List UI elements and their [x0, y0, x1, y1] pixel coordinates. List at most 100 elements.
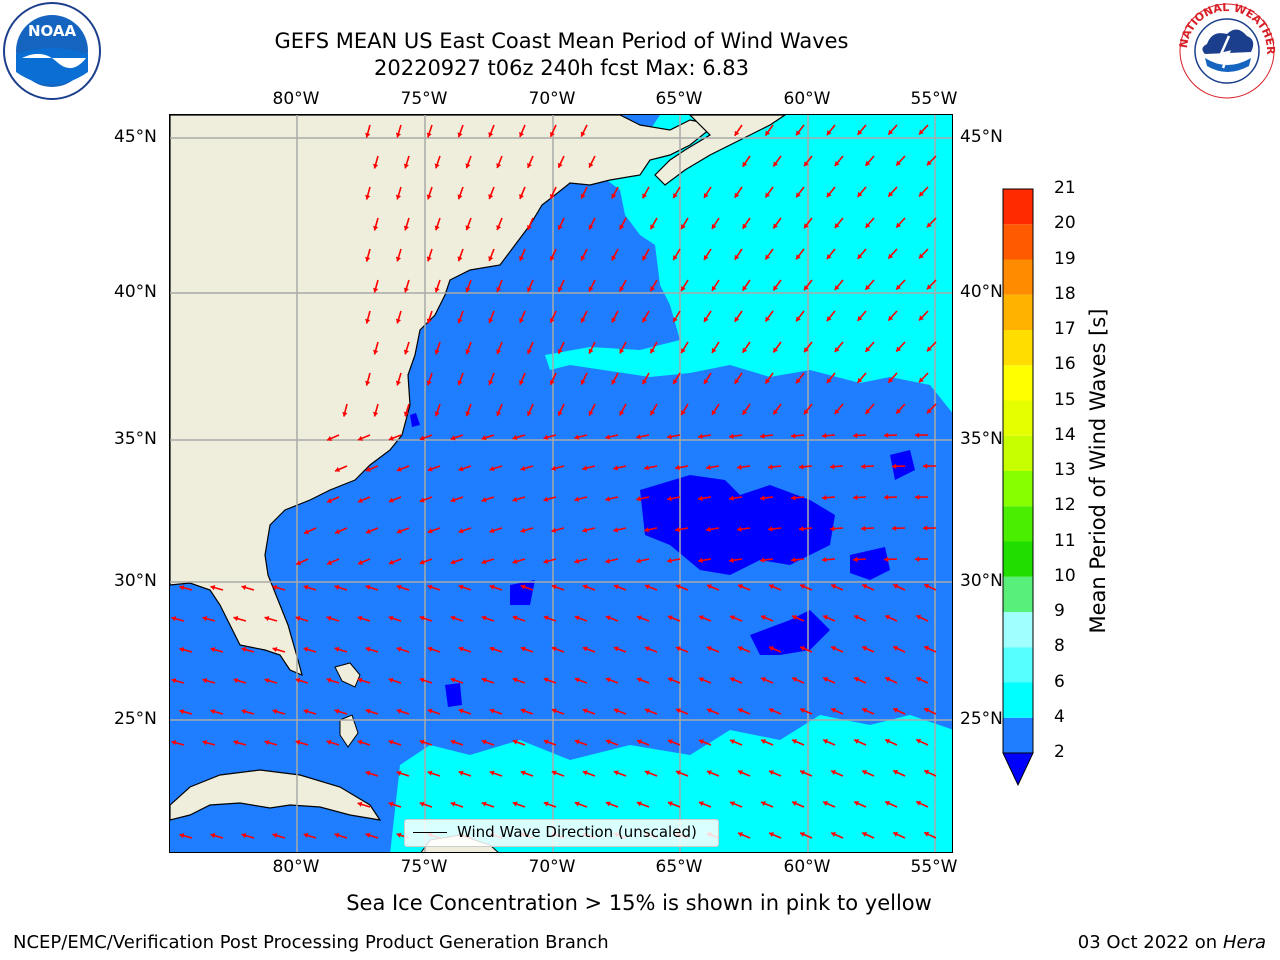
colorbar-tick-label: 8 [1054, 636, 1065, 657]
wind-wave-arrowhead [582, 646, 588, 652]
wind-wave-arrowhead [303, 708, 309, 715]
wind-wave-arrowhead [488, 132, 494, 138]
wind-wave-arrowhead [673, 193, 678, 199]
wind-wave-arrowhead [926, 408, 932, 414]
wind-wave-arrowhead [650, 224, 655, 230]
wind-wave-arrowhead [365, 770, 371, 776]
wind-wave-arrowhead [765, 192, 771, 198]
wind-wave-arrowhead [272, 646, 278, 653]
wind-wave-arrowhead [644, 527, 649, 533]
wind-wave-arrowhead [272, 584, 278, 591]
wind-wave-arrowhead [403, 163, 409, 169]
wind-wave-arrowhead [916, 800, 922, 806]
wind-wave-arrowhead [642, 255, 648, 261]
wind-wave-arrowhead [773, 409, 778, 415]
wind-wave-arrowhead [327, 560, 333, 565]
wind-wave-arrowhead [574, 615, 580, 621]
wind-wave-arrowhead [761, 615, 766, 621]
wind-wave-arrowhead [896, 346, 902, 352]
wind-wave-arrowhead [574, 558, 580, 564]
wind-wave-arrowhead [395, 256, 402, 262]
wind-wave-arrowhead [264, 739, 270, 746]
wind-wave-arrowhead [915, 432, 920, 438]
land-us-east-coast [170, 115, 717, 677]
wind-wave-arrowhead [543, 801, 549, 807]
wind-wave-arrowhead [334, 708, 340, 714]
colorbar-segment [1003, 506, 1033, 542]
wind-wave-arrowhead [737, 770, 743, 776]
wind-wave-arrowhead [549, 255, 555, 261]
wind-wave-arrowhead [611, 193, 617, 199]
wind-wave-arrowhead [457, 380, 463, 386]
wind-wave-arrowhead [619, 348, 625, 354]
wind-wave-arrowhead [892, 525, 897, 531]
wind-wave-arrowhead [698, 433, 703, 440]
colorbar-tick-label: 4 [1054, 706, 1065, 727]
wind-wave-arrowhead [919, 191, 924, 197]
colorbar-segment [1003, 682, 1033, 718]
wind-wave-arrowhead [373, 411, 379, 417]
wind-wave-arrowhead [419, 559, 425, 565]
wind-wave-arrowhead [800, 770, 805, 776]
wind-wave-arrowhead [543, 677, 549, 683]
wind-wave-arrowhead [729, 739, 735, 745]
wind-wave-arrowhead [644, 584, 650, 590]
wind-wave-arrowhead [580, 255, 586, 261]
wind-wave-arrowhead [729, 557, 734, 563]
wind-wave-arrowhead [703, 254, 709, 260]
wind-wave-arrowhead [796, 254, 801, 260]
wind-wave-arrowhead [729, 615, 735, 621]
colorbar-segment [1003, 541, 1033, 577]
wind-wave-arrowhead [489, 770, 495, 776]
wind-wave-arrowhead [644, 465, 649, 471]
wind-wave-arrowhead [450, 497, 456, 503]
wind-wave-arrowhead [496, 411, 502, 417]
wind-wave-arrowhead [919, 129, 924, 135]
colorbar-tick-label: 13 [1054, 460, 1076, 480]
wind-wave-arrowhead [574, 801, 580, 807]
wind-wave-arrowhead [698, 615, 704, 621]
colorbar-label: Mean Period of Wind Waves [s] [1086, 308, 1110, 634]
wind-wave-arrowhead [179, 833, 185, 839]
wind-wave-arrowhead [543, 496, 549, 502]
wind-wave-arrowhead [549, 317, 555, 323]
wind-wave-arrowhead [923, 525, 928, 531]
wind-wave-arrowhead [915, 494, 920, 500]
wind-wave-arrowhead [419, 677, 425, 683]
wind-wave-arrowhead [396, 832, 402, 838]
wind-wave-arrowhead [520, 708, 526, 714]
colorbar-tick-label: 21 [1054, 178, 1076, 198]
wind-wave-arrowhead [865, 160, 871, 166]
wind-wave-arrowhead [737, 464, 742, 470]
wind-wave-arrowhead [458, 708, 464, 714]
wind-wave-arrowhead [426, 256, 432, 262]
wind-wave-arrowhead [357, 435, 363, 441]
wind-wave-arrowhead [588, 348, 594, 354]
wind-wave-arrowhead [642, 193, 648, 199]
wind-wave-arrowhead [179, 585, 185, 591]
wind-wave-arrowhead [427, 708, 433, 714]
colorbar-segment [1003, 365, 1033, 401]
wind-wave-arrowhead [520, 584, 526, 590]
wind-wave-arrowhead [434, 411, 440, 417]
wind-wave-arrowhead [549, 193, 555, 199]
wind-wave-arrowhead [773, 347, 778, 353]
wind-wave-arrowhead [574, 496, 580, 502]
wind-wave-arrowhead [419, 435, 425, 441]
wind-wave-arrowhead [605, 677, 611, 683]
wind-wave-arrowhead [295, 615, 301, 622]
wind-wave-arrowhead [396, 708, 402, 714]
wind-wave-arrowhead [636, 739, 642, 745]
wind-wave-arrowhead [549, 379, 555, 385]
wind-wave-arrowhead [171, 678, 177, 684]
nws-logo: NATIONAL WEATHER SERVICE [1177, 2, 1277, 99]
wind-wave-arrowhead [365, 646, 371, 652]
wind-wave-arrowhead [822, 433, 827, 439]
wind-wave-arrowhead [926, 346, 932, 352]
wind-wave-arrowhead [403, 411, 409, 417]
wind-wave-arrowhead [520, 527, 526, 534]
wind-wave-arrowhead [171, 616, 177, 622]
wind-wave-arrowhead [605, 801, 611, 807]
lat-label-right: 25°N [960, 709, 1003, 729]
wind-wave-arrowhead [804, 285, 809, 291]
